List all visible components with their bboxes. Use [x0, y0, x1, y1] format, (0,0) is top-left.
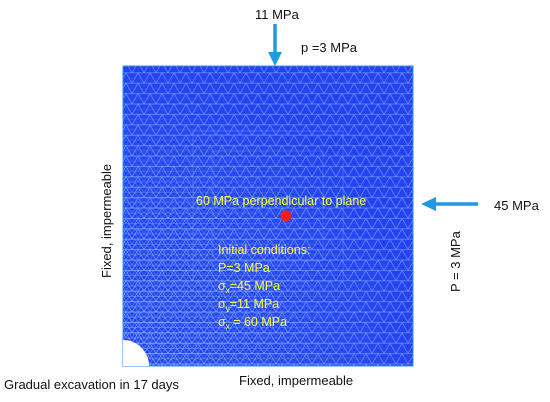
mesh-border	[122, 65, 414, 367]
sigma-z-value: = 60 MPa	[230, 315, 287, 329]
point-annotation: 60 MPa perpendicular to plane	[196, 194, 366, 208]
top-load-arrow	[268, 24, 282, 66]
sigma-x-subscript: x	[226, 286, 230, 295]
sigma-y-subscript: y	[226, 304, 230, 313]
right-stress-label: 45 MPa	[494, 198, 540, 213]
initial-sigma-z: σx = 60 MPa	[218, 315, 287, 331]
top-pressure-label: p =3 MPa	[301, 40, 358, 55]
stress-point-marker	[280, 210, 292, 222]
right-pressure-label: P = 3 MPa	[448, 230, 463, 292]
sigma-z-subscript: x	[226, 322, 230, 331]
sigma-y-symbol: σ	[218, 297, 226, 311]
excavation-label: Gradual excavation in 17 days	[4, 377, 179, 392]
initial-sigma-x: σx=45 MPa	[218, 279, 280, 295]
initial-sigma-y: σy=11 MPa	[218, 297, 279, 313]
mesh-inner-square-1	[192, 130, 344, 282]
initial-pressure: P=3 MPa	[218, 261, 270, 275]
top-stress-label: 11 MPa	[255, 7, 300, 22]
mesh-domain	[122, 65, 414, 367]
mesh-refinement	[123, 66, 413, 366]
initial-conditions-title: Initial conditions:	[218, 243, 310, 257]
excavation-cutout	[123, 340, 149, 366]
left-boundary-label: Fixed, impermeable	[99, 164, 114, 278]
sigma-y-value: =11 MPa	[230, 297, 279, 311]
sigma-x-value: =45 MPa	[230, 279, 280, 293]
right-load-arrow	[421, 197, 478, 211]
mesh-inner-square-2	[212, 150, 324, 262]
bottom-boundary-label: Fixed, impermeable	[239, 373, 353, 388]
sigma-x-symbol: σ	[218, 279, 226, 293]
sigma-z-symbol: σ	[218, 315, 226, 329]
